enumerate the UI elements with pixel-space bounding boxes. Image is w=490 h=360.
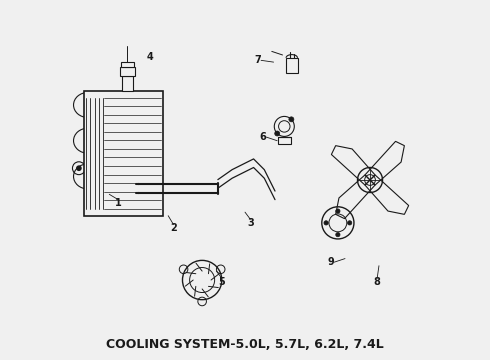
Bar [84, 91, 163, 216]
Text: 9: 9 [327, 257, 334, 267]
Circle shape [76, 165, 82, 171]
Text: 6: 6 [260, 132, 266, 142]
Circle shape [324, 221, 328, 225]
Bar [121, 62, 134, 67]
Text: 8: 8 [374, 277, 381, 287]
Circle shape [347, 221, 352, 225]
Circle shape [289, 117, 294, 122]
Text: 4: 4 [147, 52, 154, 62]
Text: 3: 3 [247, 218, 254, 228]
Bar [122, 76, 133, 91]
Text: 1: 1 [115, 198, 122, 208]
Text: COOLING SYSTEM-5.0L, 5.7L, 6.2L, 7.4L: COOLING SYSTEM-5.0L, 5.7L, 6.2L, 7.4L [106, 338, 384, 351]
Text: 2: 2 [170, 223, 177, 233]
Bar [286, 58, 297, 73]
Circle shape [336, 233, 340, 237]
Bar [278, 137, 291, 144]
Circle shape [336, 209, 340, 213]
Bar [120, 67, 135, 76]
Text: 5: 5 [219, 277, 225, 287]
Circle shape [275, 131, 280, 136]
Text: 7: 7 [254, 55, 261, 65]
